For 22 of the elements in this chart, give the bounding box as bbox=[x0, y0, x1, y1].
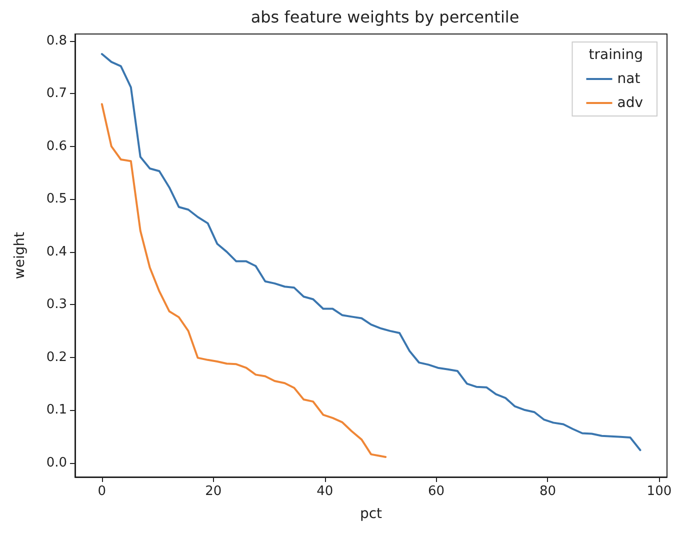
y-tick-label: 0.2 bbox=[46, 350, 67, 365]
y-axis-title: weight bbox=[12, 231, 28, 280]
y-tick-label: 0.6 bbox=[46, 138, 67, 154]
y-tick-label: 0.7 bbox=[46, 86, 67, 102]
x-tick-label: 20 bbox=[205, 484, 222, 499]
y-tick-label: 0.4 bbox=[46, 244, 67, 260]
y-tick-label: 0.5 bbox=[46, 192, 67, 207]
x-tick-label: 80 bbox=[539, 484, 556, 499]
y-tick-label: 0.0 bbox=[46, 455, 67, 470]
x-tick-label: 60 bbox=[428, 484, 445, 499]
x-tick-label: 40 bbox=[316, 484, 334, 499]
legend-label: nat bbox=[617, 71, 641, 87]
legend-title: training bbox=[588, 47, 644, 63]
y-tick-label: 0.3 bbox=[46, 297, 67, 312]
legend-label: adv bbox=[617, 95, 644, 111]
x-tick-label: 0 bbox=[98, 484, 106, 499]
line-series bbox=[100, 103, 387, 458]
x-tick-label: 100 bbox=[646, 484, 672, 499]
x-axis-title: pct bbox=[360, 506, 383, 522]
y-tick-label: 0.8 bbox=[46, 33, 67, 48]
y-tick-label: 0.1 bbox=[46, 402, 67, 418]
chart-title: abs feature weights by percentile bbox=[250, 8, 520, 26]
